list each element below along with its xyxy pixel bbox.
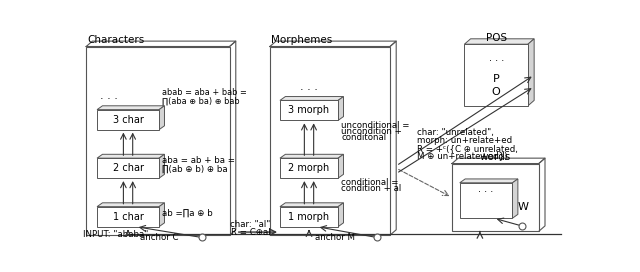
Text: anchor C: anchor C: [140, 233, 179, 242]
Text: Characters: Characters: [88, 35, 145, 45]
Text: 3 morph: 3 morph: [289, 106, 330, 115]
Text: ab =∏a ⊕ b: ab =∏a ⊕ b: [162, 209, 213, 218]
Polygon shape: [97, 154, 164, 158]
Text: ∏(aba ⊕ ba) ⊕ bab: ∏(aba ⊕ ba) ⊕ bab: [162, 97, 240, 106]
Polygon shape: [159, 203, 164, 227]
Text: · · ·: · · ·: [300, 85, 318, 95]
Bar: [452, 163, 539, 231]
Text: W: W: [518, 202, 529, 212]
Bar: [280, 158, 338, 178]
Polygon shape: [528, 39, 534, 106]
Bar: [465, 44, 528, 106]
Text: conditonal: conditonal: [341, 133, 387, 142]
Bar: [460, 183, 513, 218]
Text: · · ·: · · ·: [488, 56, 504, 66]
Bar: [97, 110, 159, 130]
Polygon shape: [513, 179, 518, 218]
Text: words: words: [480, 152, 511, 162]
Text: morph: un+relate+ed: morph: un+relate+ed: [417, 136, 512, 145]
Text: · · ·: · · ·: [100, 94, 118, 104]
Text: unconditional =: unconditional =: [341, 120, 410, 129]
Polygon shape: [280, 97, 344, 100]
Polygon shape: [460, 179, 518, 183]
Polygon shape: [280, 203, 344, 207]
Text: char: "unrelated",: char: "unrelated",: [417, 128, 494, 137]
Text: ∏(ab ⊕ b) ⊕ ba: ∏(ab ⊕ b) ⊕ ba: [162, 165, 228, 174]
Bar: [86, 47, 230, 235]
Polygon shape: [338, 154, 344, 178]
Text: · · ·: · · ·: [479, 187, 493, 197]
Bar: [280, 207, 338, 227]
Polygon shape: [465, 39, 534, 44]
Text: R = +ᶜ({C ⊕ unrelated,: R = +ᶜ({C ⊕ unrelated,: [417, 144, 518, 153]
Text: 1 char: 1 char: [113, 212, 143, 222]
Text: Morphemes: Morphemes: [271, 35, 333, 45]
Bar: [270, 47, 390, 235]
Polygon shape: [97, 106, 164, 110]
Text: char: "al": char: "al": [230, 220, 271, 229]
Text: 3 char: 3 char: [113, 115, 143, 125]
Text: 1 morph: 1 morph: [289, 212, 330, 222]
Text: P: P: [493, 74, 500, 84]
Polygon shape: [159, 154, 164, 178]
Text: uncondition +: uncondition +: [341, 127, 402, 136]
Text: conditional =: conditional =: [341, 178, 399, 187]
Polygon shape: [338, 97, 344, 120]
Text: R = C⊕al: R = C⊕al: [230, 228, 270, 237]
Bar: [97, 158, 159, 178]
Text: condition + al: condition + al: [341, 184, 401, 193]
Bar: [97, 207, 159, 227]
Text: anchor M: anchor M: [315, 233, 355, 242]
Text: abab = aba + bab =: abab = aba + bab =: [162, 88, 247, 97]
Text: POS: POS: [486, 33, 507, 43]
Polygon shape: [280, 154, 344, 158]
Text: 2 morph: 2 morph: [289, 163, 330, 173]
Text: M ⊕ un+relate+ed}): M ⊕ un+relate+ed}): [417, 151, 508, 160]
Text: O: O: [492, 87, 500, 97]
Text: 2 char: 2 char: [113, 163, 143, 173]
Polygon shape: [338, 203, 344, 227]
Polygon shape: [97, 203, 164, 207]
Text: INPUT: "ababa": INPUT: "ababa": [83, 230, 148, 239]
Bar: [280, 100, 338, 120]
Text: aba = ab + ba =: aba = ab + ba =: [162, 156, 235, 165]
Polygon shape: [159, 106, 164, 130]
